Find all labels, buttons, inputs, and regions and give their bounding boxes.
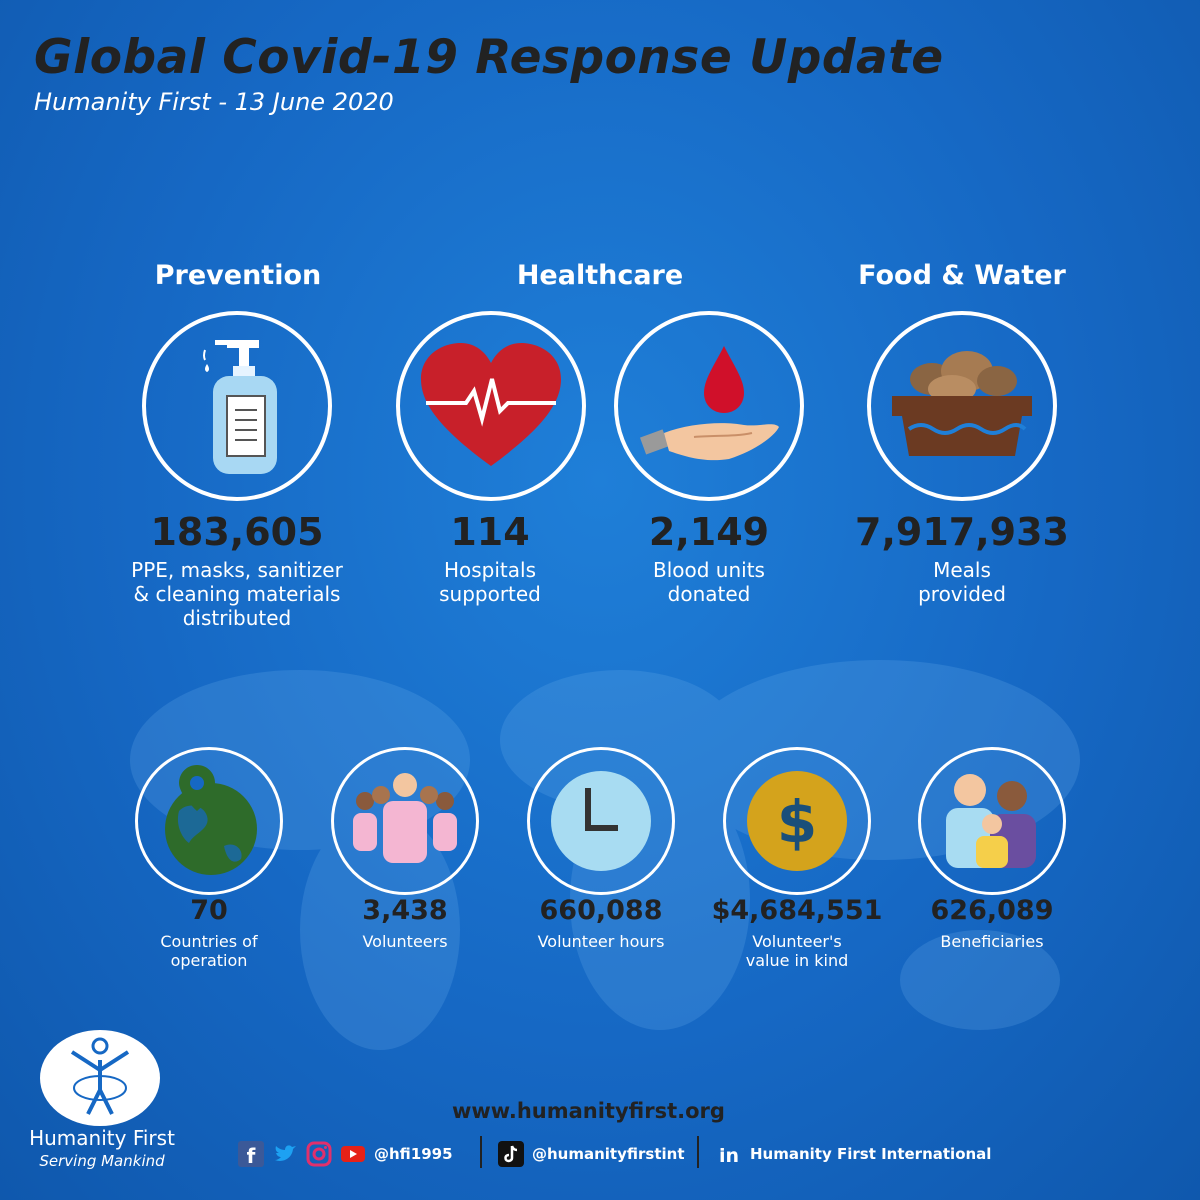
stat-ppe-value: 183,605: [150, 510, 324, 554]
clock-icon: [551, 771, 651, 871]
sanitizer-circle: [142, 311, 332, 501]
handle-main[interactable]: @hfi1995: [374, 1145, 453, 1163]
instagram-icon[interactable]: [306, 1141, 332, 1167]
heart-pulse-icon: [421, 343, 561, 466]
category-healthcare: Healthcare: [516, 260, 684, 291]
handle-linkedin[interactable]: Humanity First International: [750, 1145, 992, 1163]
tiktok-icon[interactable]: [498, 1141, 524, 1167]
stat-ppe-label: PPE, masks, sanitizer & cleaning materia…: [131, 558, 343, 630]
logo-name: Humanity First: [29, 1126, 175, 1150]
stat-blood-label: Blood units donated: [653, 558, 765, 606]
linkedin-icon[interactable]: in: [716, 1141, 742, 1167]
person-logo-icon: [70, 1037, 130, 1115]
stat-meals-label: Meals provided: [918, 558, 1006, 606]
svg-text:f: f: [247, 1144, 256, 1167]
social-linkedin: in Humanity First International: [716, 1139, 991, 1169]
blood-drop-hand-icon: [639, 346, 779, 461]
beneficiaries-circle: [918, 747, 1066, 895]
facebook-icon[interactable]: f: [238, 1141, 264, 1167]
food-circle: [867, 311, 1057, 501]
stat-hours-label: Volunteer hours: [537, 932, 665, 951]
social-tiktok: @humanityfirstint: [498, 1139, 684, 1169]
category-food-water: Food & Water: [858, 260, 1066, 291]
stat-meals-value: 7,917,933: [855, 510, 1069, 554]
stat-countries-label: Countries of operation: [160, 932, 258, 971]
hours-circle: [527, 747, 675, 895]
stat-beneficiaries-label: Beneficiaries: [940, 932, 1044, 951]
bread-basket-icon: [892, 351, 1032, 456]
separator: [480, 1136, 482, 1168]
handle-tiktok[interactable]: @humanityfirstint: [532, 1145, 685, 1163]
separator: [697, 1136, 699, 1168]
stat-volunteers-label: Volunteers: [362, 932, 448, 951]
stat-blood-value: 2,149: [648, 510, 770, 554]
stat-countries-value: 70: [190, 895, 228, 926]
globe-circle: [135, 747, 283, 895]
heart-circle: [396, 311, 586, 501]
stat-hospitals-label: Hospitals supported: [439, 558, 541, 606]
stat-value-label: Volunteer's value in kind: [745, 932, 849, 971]
category-prevention: Prevention: [154, 260, 322, 291]
value-circle: $: [723, 747, 871, 895]
logo: [40, 1030, 160, 1126]
svg-text:in: in: [719, 1145, 739, 1167]
people-group-icon: [353, 773, 457, 863]
social-main: f @hfi1995: [238, 1139, 453, 1169]
youtube-icon[interactable]: [340, 1141, 366, 1167]
stat-value-value: $4,684,551: [711, 895, 883, 926]
stat-beneficiaries-value: 626,089: [930, 895, 1054, 926]
page-subtitle: Humanity First - 13 June 2020: [34, 88, 394, 116]
svg-text:$: $: [777, 788, 817, 856]
family-icon: [946, 774, 1036, 868]
website-link[interactable]: www.humanityfirst.org: [452, 1099, 725, 1123]
logo-tagline: Serving Mankind: [39, 1152, 165, 1170]
volunteers-circle: [331, 747, 479, 895]
sanitizer-icon: [203, 340, 277, 474]
stat-volunteers-value: 3,438: [362, 895, 448, 926]
page-title: Global Covid-19 Response Update: [34, 30, 944, 85]
stat-hospitals-value: 114: [450, 510, 530, 554]
twitter-icon[interactable]: [272, 1141, 298, 1167]
globe-pin-icon: [165, 765, 257, 875]
stat-hours-value: 660,088: [539, 895, 663, 926]
blood-donation-circle: [614, 311, 804, 501]
dollar-coin-icon: $: [747, 771, 847, 871]
